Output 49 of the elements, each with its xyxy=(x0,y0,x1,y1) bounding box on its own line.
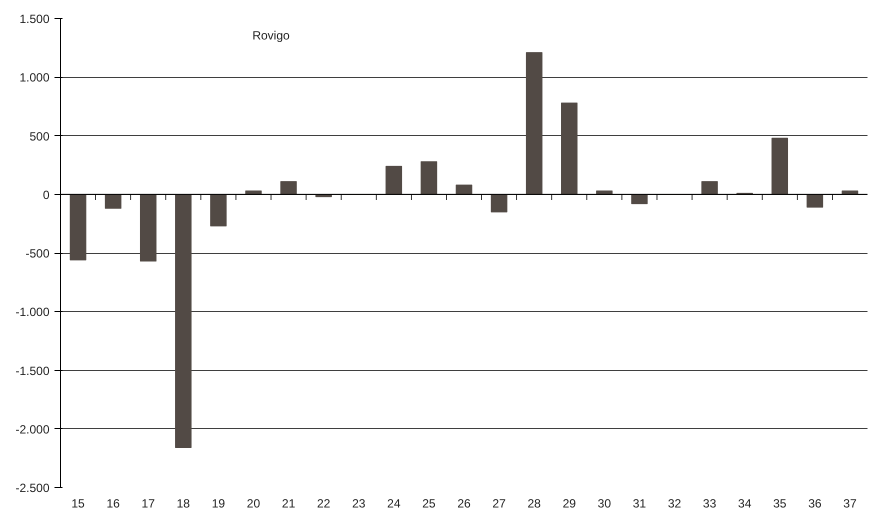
bar xyxy=(175,194,192,448)
bar xyxy=(104,194,122,209)
x-tick-label: 19 xyxy=(212,496,226,510)
bar xyxy=(210,194,227,226)
bar xyxy=(526,52,542,195)
x-tick-label: 31 xyxy=(632,496,646,510)
x-tick-label: 33 xyxy=(702,496,717,510)
bar xyxy=(70,194,86,260)
bar xyxy=(490,194,508,212)
x-tick-label: 32 xyxy=(668,496,682,510)
x-tick-label: 20 xyxy=(246,496,260,510)
text: Rovigo xyxy=(252,28,290,42)
x-tick-label: 29 xyxy=(562,496,576,510)
bar xyxy=(140,194,156,262)
y-tick-label: -2.000 xyxy=(15,422,50,436)
x-tick-label: 30 xyxy=(598,496,612,510)
x-tick-label: 37 xyxy=(843,496,857,510)
x-tick-label: 23 xyxy=(352,496,366,510)
bar xyxy=(280,181,297,195)
x-tick-label: 17 xyxy=(142,496,156,510)
bar xyxy=(386,166,402,195)
x-tick-label: 16 xyxy=(106,496,120,510)
x-tick-label: 25 xyxy=(422,496,436,510)
x-tick-label: 24 xyxy=(387,496,401,510)
bar xyxy=(456,184,472,195)
x-tick-label: 15 xyxy=(71,496,86,510)
bar xyxy=(561,102,578,195)
y-tick-label: 1.500 xyxy=(19,12,50,26)
y-tick-label: -2.500 xyxy=(15,481,50,495)
bar xyxy=(631,194,648,204)
bar xyxy=(420,161,438,195)
bar xyxy=(806,194,824,208)
x-tick-label: 21 xyxy=(282,496,296,510)
bar xyxy=(772,138,788,195)
bar xyxy=(701,181,718,195)
y-tick-label: 0 xyxy=(42,188,50,202)
y-tick-label: 500 xyxy=(29,129,50,144)
x-tick-label: 22 xyxy=(316,496,331,510)
y-tick-label: -500 xyxy=(25,246,50,260)
y-tick-label: -1.500 xyxy=(15,364,50,378)
y-tick-label: 1.000 xyxy=(19,70,50,85)
x-tick-label: 28 xyxy=(528,496,542,510)
x-tick-label: 34 xyxy=(738,496,752,510)
x-tick-label: 36 xyxy=(808,496,822,510)
y-tick-label: -1.000 xyxy=(15,305,50,320)
x-tick-label: 27 xyxy=(492,496,506,510)
x-tick-label: 18 xyxy=(176,496,190,510)
x-tick-label: 35 xyxy=(773,496,787,510)
x-tick-label: 26 xyxy=(457,496,471,510)
